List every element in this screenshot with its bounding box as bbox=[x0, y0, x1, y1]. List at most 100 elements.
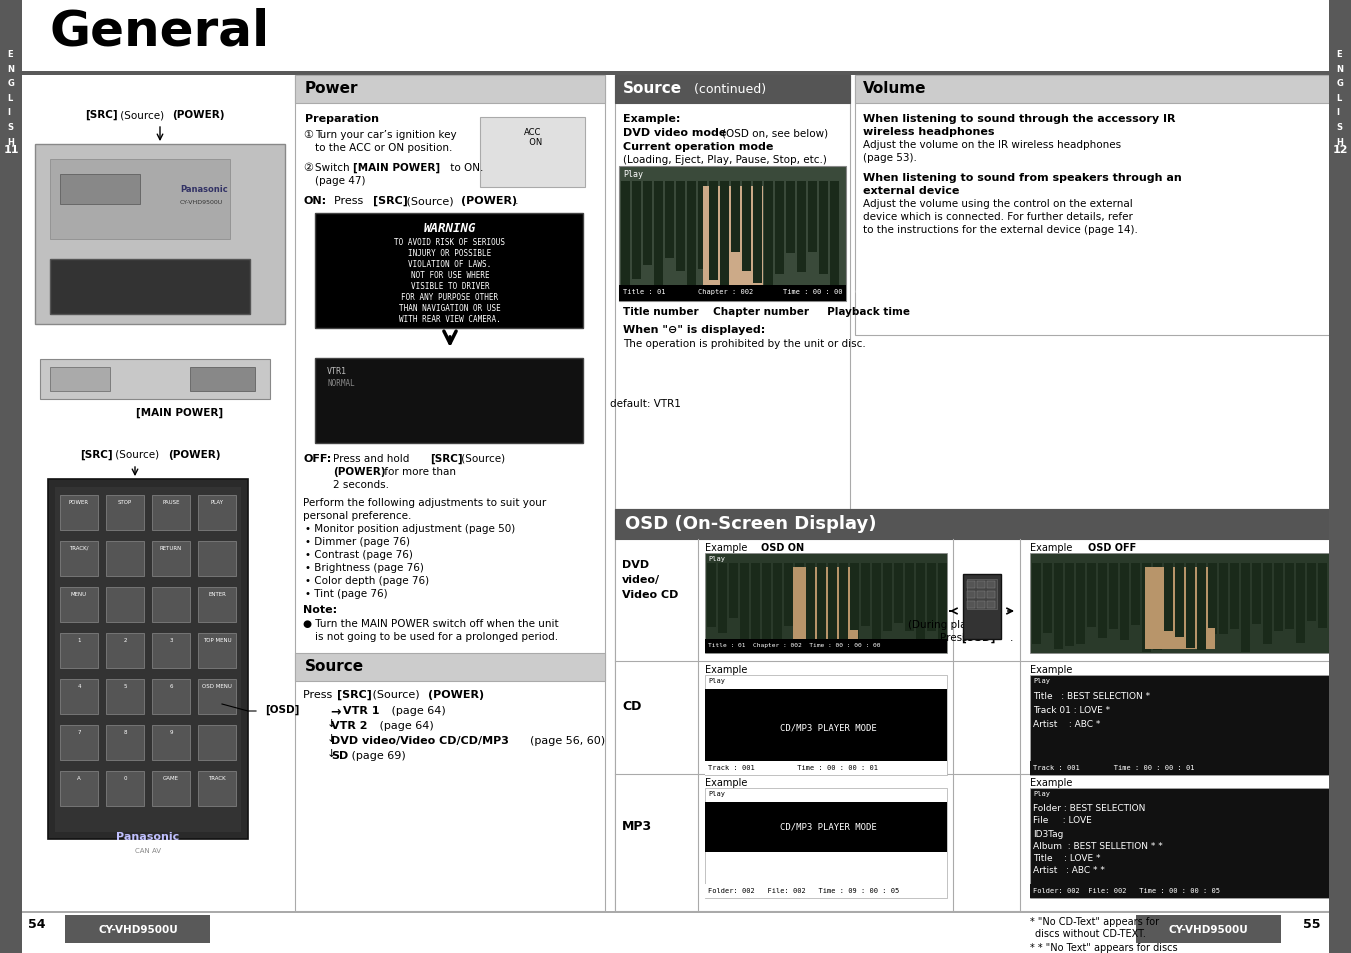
Bar bbox=[0, 0, 22, 953]
Bar bbox=[153, 725, 190, 760]
Text: Play: Play bbox=[1034, 678, 1050, 683]
Text: device which is connected. For further details, refer: device which is connected. For further d… bbox=[863, 212, 1133, 222]
Text: external device: external device bbox=[863, 186, 959, 195]
Text: 8: 8 bbox=[123, 729, 127, 734]
Text: CY-VHD9500U: CY-VHD9500U bbox=[1169, 924, 1248, 934]
Text: When listening to sound through the accessory IR: When listening to sound through the acce… bbox=[863, 113, 1175, 124]
Bar bbox=[59, 541, 99, 577]
Bar bbox=[775, 182, 784, 274]
Text: Play: Play bbox=[708, 556, 725, 561]
Text: .: . bbox=[1011, 633, 1013, 642]
Text: 54: 54 bbox=[28, 917, 46, 930]
Bar bbox=[1029, 761, 1329, 775]
Bar bbox=[105, 725, 145, 760]
Text: Press: Press bbox=[303, 689, 336, 700]
Text: 3: 3 bbox=[169, 638, 173, 642]
Bar bbox=[295, 76, 605, 104]
Text: .: . bbox=[480, 689, 484, 700]
Bar bbox=[705, 788, 947, 898]
Text: [SRC]: [SRC] bbox=[336, 689, 372, 700]
Text: default: VTR1: default: VTR1 bbox=[611, 398, 681, 409]
Text: PAUSE: PAUSE bbox=[162, 499, 180, 504]
Text: Example: Example bbox=[1029, 542, 1073, 553]
Bar bbox=[153, 634, 190, 668]
Text: discs without CD-TEXT.: discs without CD-TEXT. bbox=[1035, 928, 1146, 938]
Text: (Source): (Source) bbox=[118, 110, 168, 120]
Text: (POWER): (POWER) bbox=[461, 195, 517, 206]
Text: 7: 7 bbox=[77, 729, 81, 734]
Text: 6: 6 bbox=[169, 683, 173, 688]
Bar bbox=[190, 368, 255, 392]
Bar bbox=[1029, 884, 1329, 898]
Bar bbox=[49, 479, 249, 840]
Bar bbox=[1242, 563, 1250, 637]
Text: CD/MP3 PLAYER MODE: CD/MP3 PLAYER MODE bbox=[780, 822, 877, 831]
Text: Power: Power bbox=[305, 81, 358, 96]
Bar bbox=[884, 563, 892, 631]
Bar bbox=[1229, 563, 1239, 625]
Bar bbox=[762, 563, 771, 647]
Bar bbox=[1120, 563, 1129, 640]
Bar bbox=[1329, 563, 1337, 629]
Bar bbox=[861, 563, 870, 626]
Bar bbox=[1029, 788, 1329, 898]
Text: When "⊖" is displayed:: When "⊖" is displayed: bbox=[623, 325, 765, 335]
Bar bbox=[977, 592, 985, 598]
Bar bbox=[676, 182, 685, 272]
Bar bbox=[105, 496, 145, 531]
Text: Volume: Volume bbox=[863, 81, 927, 96]
Text: (Source): (Source) bbox=[369, 689, 423, 700]
Bar bbox=[730, 563, 738, 618]
Text: ● Turn the MAIN POWER switch off when the unit: ● Turn the MAIN POWER switch off when th… bbox=[303, 618, 558, 628]
Bar bbox=[817, 563, 825, 635]
Text: 1: 1 bbox=[77, 638, 81, 642]
Bar bbox=[665, 182, 674, 258]
Bar bbox=[615, 510, 1329, 539]
Bar bbox=[977, 581, 985, 588]
Bar bbox=[828, 563, 838, 648]
Bar bbox=[22, 0, 1329, 75]
Bar bbox=[742, 182, 751, 274]
Text: VISIBLE TO DRIVER: VISIBLE TO DRIVER bbox=[411, 282, 489, 291]
Bar bbox=[65, 915, 209, 943]
Text: OSD MENU: OSD MENU bbox=[203, 683, 232, 688]
Text: Folder: 002  File: 002   Time : 00 : 00 : 05: Folder: 002 File: 002 Time : 00 : 00 : 0… bbox=[1034, 887, 1220, 893]
Bar bbox=[199, 771, 236, 806]
Bar bbox=[199, 496, 236, 531]
Bar bbox=[1142, 563, 1151, 652]
Text: Press: Press bbox=[327, 195, 366, 206]
Text: 4: 4 bbox=[77, 683, 81, 688]
Bar bbox=[717, 563, 727, 634]
Text: ACC
  ON: ACC ON bbox=[524, 128, 542, 148]
Text: DVD
video/
Video CD: DVD video/ Video CD bbox=[621, 559, 678, 599]
Text: (POWER): (POWER) bbox=[428, 689, 484, 700]
Text: PLAY: PLAY bbox=[211, 499, 223, 504]
Bar bbox=[50, 368, 109, 392]
Bar bbox=[35, 145, 285, 325]
Text: WARNING: WARNING bbox=[424, 222, 477, 234]
Text: (POWER): (POWER) bbox=[168, 450, 220, 459]
Bar bbox=[967, 592, 975, 598]
Bar bbox=[967, 601, 975, 608]
Text: THAN NAVIGATION OR USE: THAN NAVIGATION OR USE bbox=[399, 304, 501, 313]
Text: Adjust the volume using the control on the external: Adjust the volume using the control on t… bbox=[863, 199, 1132, 209]
Text: (Source): (Source) bbox=[112, 450, 162, 459]
Text: 12: 12 bbox=[1332, 145, 1348, 154]
Bar bbox=[967, 579, 997, 609]
Text: Panasonic: Panasonic bbox=[180, 185, 228, 193]
Bar bbox=[808, 182, 817, 253]
Bar bbox=[1263, 563, 1273, 644]
Text: • Color depth (page 76): • Color depth (page 76) bbox=[305, 576, 430, 585]
Bar bbox=[1088, 563, 1096, 627]
Text: .: . bbox=[515, 195, 519, 206]
Bar bbox=[963, 575, 1001, 639]
Text: File     : LOVE: File : LOVE bbox=[1034, 815, 1092, 824]
Text: 5: 5 bbox=[123, 683, 127, 688]
Text: (page 64): (page 64) bbox=[388, 705, 446, 716]
Bar bbox=[1242, 563, 1250, 652]
Text: Folder : BEST SELECTION: Folder : BEST SELECTION bbox=[1034, 803, 1146, 812]
Text: TRACK: TRACK bbox=[208, 775, 226, 781]
Bar bbox=[59, 725, 99, 760]
Bar bbox=[751, 563, 761, 643]
Bar bbox=[709, 182, 717, 274]
